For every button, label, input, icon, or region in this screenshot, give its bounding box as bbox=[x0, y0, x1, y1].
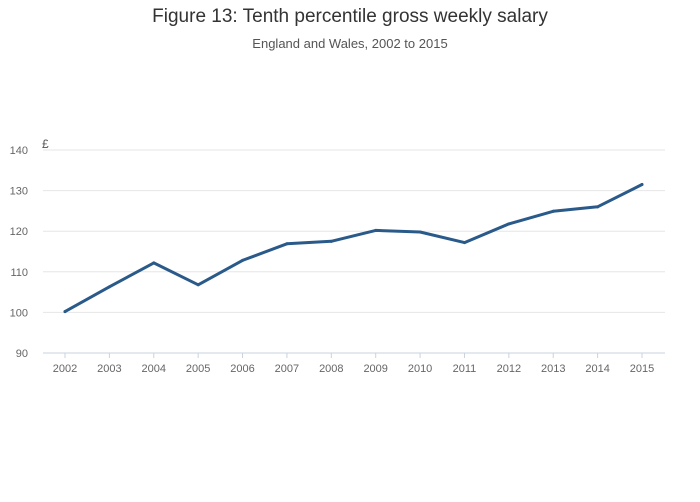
data-point bbox=[507, 222, 511, 226]
y-axis: 90 100 110 120 130 140 bbox=[10, 145, 28, 360]
x-tick-label: 2004 bbox=[142, 363, 166, 375]
x-tick-label: 2014 bbox=[585, 363, 609, 375]
x-tick-label: 2007 bbox=[275, 363, 299, 375]
x-tick-label: 2005 bbox=[186, 363, 210, 375]
series-group bbox=[63, 183, 644, 314]
y-axis-unit-label: £ bbox=[42, 137, 49, 151]
chart-title: Figure 13: Tenth percentile gross weekly… bbox=[152, 6, 548, 27]
data-point bbox=[374, 228, 378, 232]
x-tick-label: 2012 bbox=[497, 363, 521, 375]
data-point bbox=[596, 205, 600, 209]
data-point bbox=[63, 310, 67, 314]
chart-subtitle: England and Wales, 2002 to 2015 bbox=[252, 36, 448, 51]
data-point bbox=[196, 283, 200, 287]
y-tick-label: 110 bbox=[10, 267, 28, 279]
data-point bbox=[640, 183, 644, 187]
gridlines bbox=[43, 149, 665, 313]
y-tick-label: 120 bbox=[10, 226, 28, 238]
x-tick-label: 2006 bbox=[230, 363, 254, 375]
x-tick-label: 2003 bbox=[97, 363, 121, 375]
data-point bbox=[241, 258, 245, 262]
data-point bbox=[329, 239, 333, 243]
data-point bbox=[418, 230, 422, 234]
data-point bbox=[462, 241, 466, 245]
x-tick-label: 2008 bbox=[319, 363, 343, 375]
y-tick-label: 130 bbox=[10, 186, 28, 198]
x-tick-label: 2009 bbox=[363, 363, 387, 375]
series-line bbox=[63, 183, 644, 314]
x-axis: 2002 2003 2004 2005 2006 2007 2008 2009 2010 2011… bbox=[43, 352, 665, 375]
x-tick-label: 2002 bbox=[53, 363, 77, 375]
data-point bbox=[551, 209, 555, 213]
data-point bbox=[152, 261, 156, 265]
x-tick-label: 2010 bbox=[408, 363, 432, 375]
x-tick-label: 2015 bbox=[630, 363, 654, 375]
y-tick-label: 90 bbox=[16, 348, 28, 360]
x-tick-label: 2011 bbox=[453, 363, 477, 375]
y-tick-label: 140 bbox=[10, 145, 28, 157]
x-tick-label: 2013 bbox=[541, 363, 565, 375]
data-point bbox=[107, 285, 111, 289]
y-tick-label: 100 bbox=[10, 307, 28, 319]
data-point bbox=[285, 242, 289, 246]
